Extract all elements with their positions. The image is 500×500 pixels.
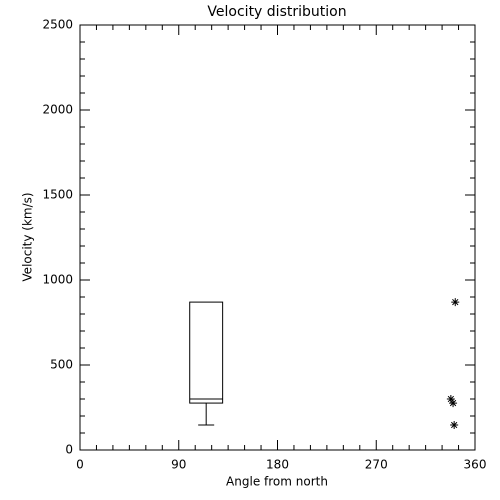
y-tick-label: 1000 [42, 273, 73, 287]
y-tick-label: 2500 [42, 18, 73, 32]
x-tick-label: 0 [76, 458, 84, 472]
y-axis-label: Velocity (km/s) [21, 192, 35, 281]
y-tick-label: 0 [65, 443, 73, 457]
x-tick-label: 360 [464, 458, 487, 472]
chart-title: Velocity distribution [207, 4, 346, 20]
asterisk-point [450, 421, 459, 430]
y-tick-label: 500 [50, 358, 73, 372]
box [189, 301, 224, 404]
y-tick-label: 2000 [42, 103, 73, 117]
y-tick-label: 1500 [42, 188, 73, 202]
plot-frame [79, 24, 476, 451]
x-axis-label: Angle from north [226, 475, 328, 489]
x-tick-label: 180 [266, 458, 289, 472]
asterisk-point [451, 298, 460, 307]
x-tick-label: 270 [365, 458, 388, 472]
asterisk-point [449, 399, 458, 408]
asterisk-point [446, 395, 455, 403]
x-tick-label: 90 [171, 458, 186, 472]
